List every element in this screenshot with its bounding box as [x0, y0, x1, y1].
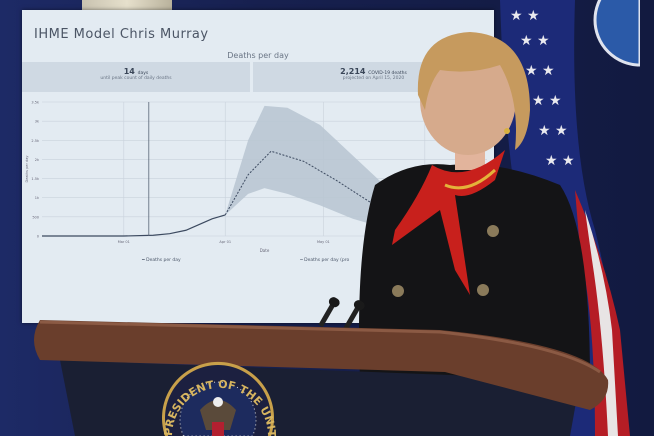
stat-unit: days: [137, 71, 149, 76]
legend-actual: ━ Deaths per day: [142, 258, 181, 263]
y-tick-label: 2k: [35, 158, 40, 162]
y-tick-label: 2.5k: [31, 139, 40, 143]
legend-label: Deaths per day (pro: [304, 258, 350, 263]
x-axis-label: Date: [260, 248, 270, 253]
red-scarf: [392, 150, 505, 295]
podium-top: [34, 320, 609, 410]
y-tick-label: 1k: [35, 196, 40, 200]
eagle-icon: [200, 400, 236, 430]
y-tick-label: 3.5k: [31, 101, 40, 105]
stat-value: 14: [123, 67, 135, 76]
screen-title: IHME Model Chris Murray: [34, 27, 209, 42]
svg-text:★ ★: ★ ★: [510, 8, 540, 24]
svg-text:★ ★: ★ ★: [532, 93, 562, 109]
svg-text:★ ★: ★ ★: [525, 63, 555, 79]
flag-stars: ★ ★ ★ ★ ★ ★ ★ ★ ★ ★ ★ ★: [510, 8, 575, 169]
x-tick-label: Apr 01: [219, 240, 231, 244]
y-tick-label: 500: [32, 215, 39, 219]
presentation-screen: IHME Model Chris Murray Deaths per day 1…: [22, 10, 494, 323]
legend-projected: ┅ Deaths per day (pro: [300, 258, 350, 263]
stat-unit: COVID-19 deaths: [368, 71, 407, 76]
x-tick-label: May 01: [317, 240, 330, 244]
y-axis-label: Deaths per day: [25, 156, 29, 183]
x-tick-label: Mar 01: [118, 240, 130, 244]
y-tick-label: 3k: [35, 120, 40, 124]
chart-subtitle: Deaths per day: [227, 51, 289, 60]
svg-text:★ ★: ★ ★: [538, 123, 568, 139]
stat-days-to-peak: 14 days until peak count of daily deaths: [22, 62, 250, 92]
stat-caption: projected on April 15, 2020: [342, 76, 405, 81]
svg-text:★ ★: ★ ★: [545, 153, 575, 169]
y-tick-label: 0: [37, 235, 39, 239]
series-line: [42, 214, 226, 237]
svg-text:★ ★: ★ ★: [520, 33, 550, 49]
hair: [417, 32, 530, 150]
legend-label: Deaths per day: [146, 258, 181, 263]
presidential-seal: PRESIDENT OF THE UNITED: [160, 360, 278, 436]
y-tick-label: 1.5k: [31, 177, 40, 181]
stat-caption: until peak count of daily deaths: [100, 76, 172, 81]
stat-value: 2,214: [340, 67, 366, 76]
face: [420, 45, 516, 155]
